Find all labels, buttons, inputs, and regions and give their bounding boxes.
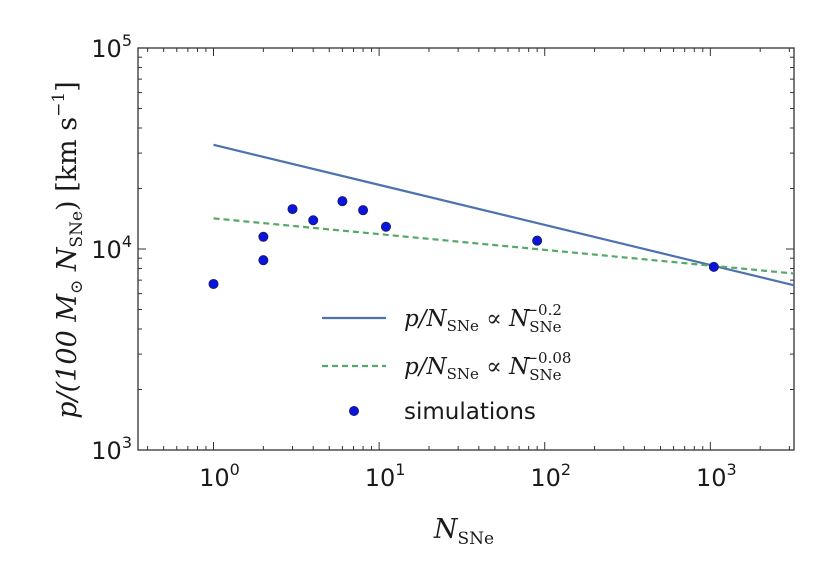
simulation-point bbox=[532, 235, 543, 246]
y-tick-labels: 103 104 105 bbox=[91, 31, 132, 465]
legend-entry-power-0.2: p/NSNe ∝ NSNe−0.2 bbox=[404, 301, 562, 336]
y-tick-label: 104 bbox=[91, 232, 132, 264]
series-layer bbox=[208, 143, 795, 289]
power-law-0.08-line bbox=[213, 217, 795, 275]
major-ticks bbox=[138, 47, 794, 451]
y-tick-label: 103 bbox=[91, 433, 132, 465]
simulation-point bbox=[308, 215, 319, 226]
y-axis-label: p/(100 M⊙ NSNe) [km s−1] bbox=[49, 81, 87, 418]
simulation-point bbox=[358, 205, 369, 216]
simulation-point bbox=[258, 231, 269, 242]
legend-entry-power-0.08: p/NSNe ∝ NSNe−0.08 bbox=[404, 349, 571, 384]
legend: p/NSNe ∝ NSNe−0.2 p/NSNe ∝ NSNe−0.08 sim… bbox=[322, 301, 571, 425]
legend-entry-simulations: simulations bbox=[404, 399, 536, 425]
x-tick-label: 102 bbox=[530, 460, 571, 492]
x-tick-labels: 100 101 102 103 bbox=[199, 460, 737, 492]
plot-frame bbox=[137, 47, 795, 451]
simulation-point bbox=[287, 204, 298, 215]
simulation-point bbox=[708, 261, 719, 272]
y-tick-label: 105 bbox=[91, 31, 132, 63]
x-axis-label: NSNe bbox=[433, 514, 494, 549]
power-law-0.2-line bbox=[213, 143, 795, 287]
x-tick-label: 100 bbox=[199, 460, 240, 492]
simulation-point bbox=[208, 278, 219, 289]
minor-ticks bbox=[138, 48, 794, 450]
x-tick-label: 103 bbox=[696, 460, 737, 492]
legend-marker-swatch bbox=[348, 405, 359, 416]
x-tick-label: 101 bbox=[365, 460, 406, 492]
simulation-point bbox=[258, 255, 269, 266]
simulation-point bbox=[380, 221, 391, 232]
simulation-point bbox=[337, 196, 348, 207]
